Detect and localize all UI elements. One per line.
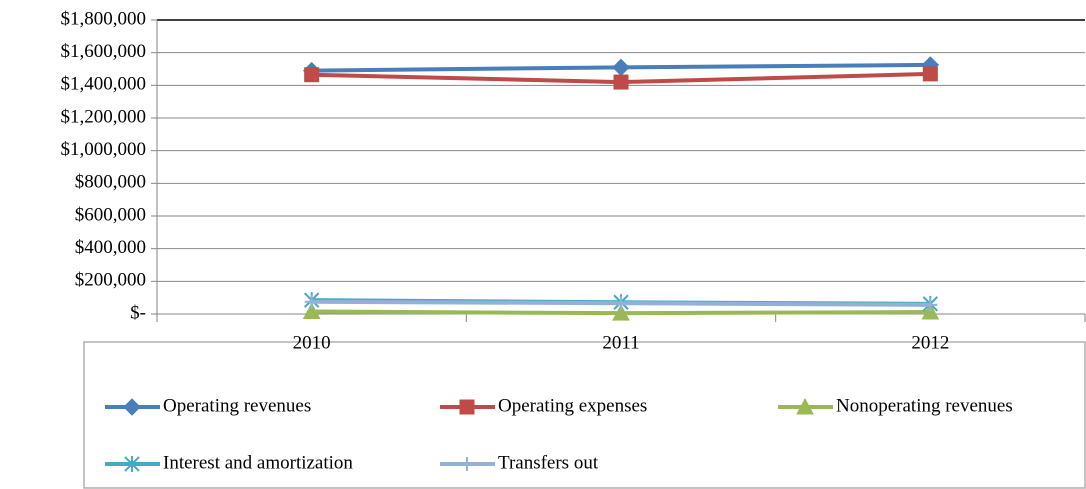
legend-label: Interest and amortization	[163, 452, 353, 473]
y-tick-label: $1,200,000	[61, 106, 147, 127]
marker	[923, 297, 938, 312]
y-tick-label: $-	[130, 302, 146, 323]
marker	[922, 66, 938, 82]
marker	[304, 294, 319, 309]
y-tick-label: $1,000,000	[61, 139, 147, 160]
legend-label: Nonoperating revenues	[836, 395, 1013, 416]
y-tick-label: $800,000	[75, 172, 146, 193]
y-tick-label: $600,000	[75, 204, 146, 225]
x-tick-label: 2012	[911, 332, 949, 353]
y-tick-label: $1,800,000	[61, 8, 147, 29]
marker	[796, 397, 814, 415]
y-tick-label: $1,600,000	[61, 41, 147, 62]
marker	[614, 296, 628, 311]
marker	[460, 457, 474, 471]
marker	[612, 304, 630, 321]
y-tick-label: $1,400,000	[61, 74, 147, 95]
y-tick-label: $200,000	[75, 270, 146, 291]
marker	[613, 74, 629, 90]
marker	[304, 67, 320, 83]
marker	[124, 456, 140, 472]
marker	[123, 398, 141, 416]
x-tick-label: 2010	[293, 332, 331, 353]
marker	[302, 302, 321, 320]
legend-label: Operating expenses	[498, 395, 647, 416]
marker	[612, 58, 630, 77]
x-tick-label: 2011	[602, 332, 639, 353]
legend-label: Operating revenues	[163, 395, 311, 416]
legend-box	[83, 341, 1086, 489]
marker	[459, 399, 475, 415]
legend-label: Transfers out	[498, 452, 599, 473]
y-tick-label: $400,000	[75, 237, 146, 258]
